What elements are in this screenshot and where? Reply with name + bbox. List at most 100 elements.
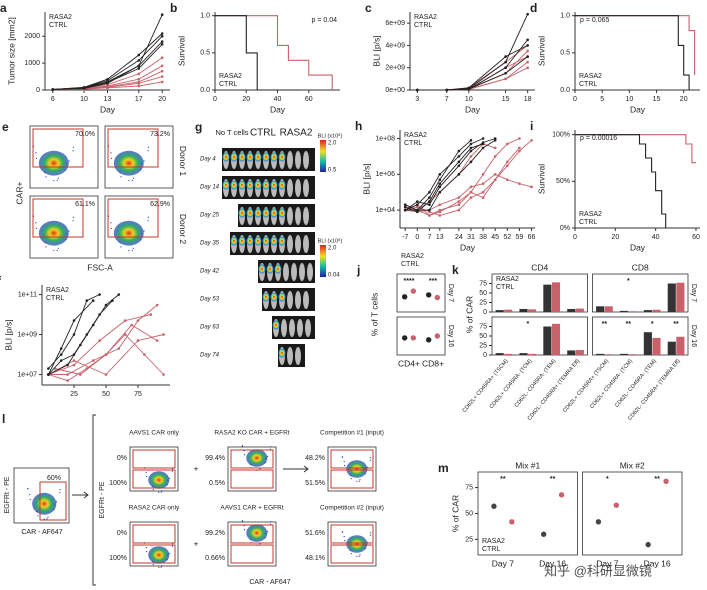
colorbar bbox=[320, 140, 326, 172]
legend-label: CTRL bbox=[482, 546, 500, 553]
x-axis-label: CAR - AF647 bbox=[249, 579, 290, 586]
mean-point bbox=[662, 478, 670, 485]
legend-label: CTRL bbox=[496, 284, 514, 291]
series-line bbox=[405, 138, 484, 211]
gate-percent: 0% bbox=[117, 455, 127, 462]
bar bbox=[528, 353, 537, 355]
bracket bbox=[92, 414, 96, 586]
data-point bbox=[428, 214, 431, 217]
significance: ** bbox=[550, 476, 556, 483]
data-point bbox=[160, 40, 164, 43]
bli-signal bbox=[270, 208, 278, 218]
data-point bbox=[72, 319, 76, 322]
data-point bbox=[104, 373, 108, 376]
mean-point bbox=[558, 491, 565, 499]
x-axis-label: Day bbox=[270, 104, 286, 114]
flow-event bbox=[344, 465, 346, 467]
flow-event bbox=[349, 474, 352, 476]
x-tick-label: -7 bbox=[402, 234, 408, 241]
x-tick-label: 50 bbox=[102, 391, 110, 398]
y-tick-label: 50% bbox=[556, 178, 570, 185]
flow-event bbox=[140, 162, 143, 165]
day-label: Day 63 bbox=[200, 325, 220, 331]
x-tick-label: CD62L- CD45RA- (TEM) bbox=[614, 358, 658, 409]
data-point bbox=[72, 333, 76, 336]
data-point bbox=[137, 53, 141, 57]
x-tick-label: CD62L- CD45RA+ (TEMRA Eff) bbox=[627, 358, 682, 421]
data-point bbox=[518, 146, 521, 150]
flow-event bbox=[168, 477, 171, 480]
y-axis-label: Tumor size [mm2] bbox=[6, 17, 16, 85]
flow-event bbox=[359, 479, 361, 481]
mouse bbox=[295, 291, 301, 309]
y-tick-label: 25 bbox=[465, 536, 473, 543]
bar bbox=[643, 332, 652, 355]
data-point bbox=[457, 203, 461, 207]
significance: ** bbox=[654, 476, 660, 483]
facet-frame bbox=[582, 471, 683, 556]
data-point bbox=[59, 359, 63, 362]
flow-event bbox=[72, 216, 75, 218]
flow-event bbox=[68, 230, 70, 232]
panel-label: l bbox=[2, 412, 5, 426]
facet-row-label: Day 16 bbox=[447, 325, 454, 347]
flow-event bbox=[358, 555, 360, 557]
flow-event bbox=[244, 454, 246, 456]
flow-density bbox=[246, 449, 268, 467]
flow-event bbox=[343, 535, 345, 538]
data-point bbox=[98, 339, 101, 342]
data-point bbox=[79, 373, 82, 376]
x-tick-label: Day 7 bbox=[596, 558, 618, 568]
flow-event bbox=[147, 146, 150, 148]
data-point bbox=[457, 155, 461, 158]
x-tick-label: 10 bbox=[80, 96, 88, 103]
x-axis-label: CAR - AF647 bbox=[21, 529, 62, 536]
significance: * bbox=[606, 476, 609, 483]
gate bbox=[32, 198, 84, 238]
bar bbox=[676, 336, 685, 355]
x-tick-label: 20 bbox=[242, 96, 250, 103]
facet-title: Mix #1 bbox=[515, 460, 540, 470]
bar bbox=[543, 326, 552, 355]
x-tick-label: 18 bbox=[524, 96, 532, 103]
y-tick-label: 2000 bbox=[24, 33, 40, 40]
x-tick-label: 5 bbox=[600, 96, 604, 103]
flow-event bbox=[47, 516, 49, 518]
flow-event bbox=[151, 485, 154, 487]
significance: *** bbox=[429, 278, 437, 285]
x-axis-label: Day bbox=[630, 104, 646, 114]
x-tick-label: 31 bbox=[467, 234, 475, 241]
bli-signal bbox=[254, 236, 262, 246]
data-point bbox=[469, 142, 473, 146]
data-point bbox=[438, 214, 442, 217]
data-point bbox=[160, 34, 164, 38]
annotation: p = 0.00016 bbox=[580, 135, 617, 142]
flow-event bbox=[140, 239, 142, 241]
flow-density bbox=[346, 460, 368, 478]
data-point bbox=[481, 196, 485, 199]
data-point bbox=[493, 178, 497, 182]
bar bbox=[628, 311, 637, 312]
flow-event bbox=[68, 160, 70, 162]
data-point bbox=[160, 32, 164, 35]
day-label: Day 25 bbox=[200, 213, 220, 219]
x-tick-label: 13 bbox=[104, 96, 112, 103]
legend-label: CTRL bbox=[579, 81, 597, 88]
data-point bbox=[526, 12, 529, 16]
data-point bbox=[469, 149, 473, 153]
flow-event bbox=[56, 249, 58, 251]
bar bbox=[551, 323, 561, 355]
x-tick-label: 40 bbox=[274, 96, 282, 103]
data-point bbox=[438, 190, 442, 194]
data-point bbox=[530, 185, 533, 189]
data-point bbox=[526, 55, 529, 58]
data-point bbox=[504, 55, 507, 58]
y-tick-label: 75 bbox=[465, 484, 473, 491]
data-point bbox=[428, 200, 431, 203]
mouse bbox=[303, 179, 309, 197]
legend-label: RASA2 bbox=[49, 14, 72, 21]
flow-event bbox=[161, 490, 163, 492]
x-tick-label: 10 bbox=[625, 96, 633, 103]
x-tick-label: 20 bbox=[611, 234, 619, 241]
